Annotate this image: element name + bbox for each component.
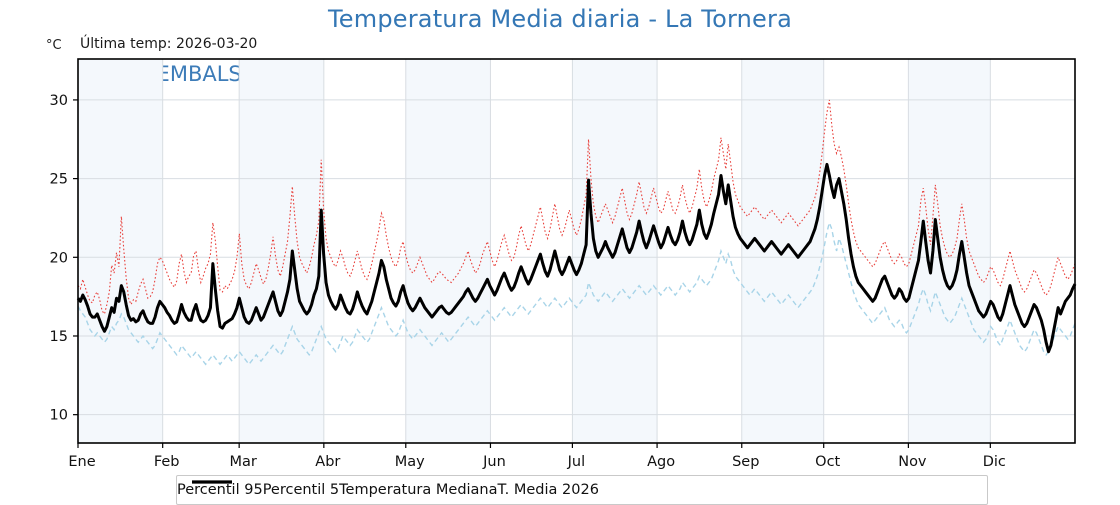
x-tick-label: Abr — [315, 454, 340, 470]
x-tick-label: Nov — [898, 454, 927, 470]
x-tick-label: Oct — [815, 454, 840, 470]
month-band — [78, 59, 163, 443]
y-tick-label: 25 — [50, 172, 68, 188]
x-tick-label: Ene — [68, 454, 95, 470]
y-tick-label: 10 — [50, 408, 68, 424]
series-line-median — [76, 162, 1077, 354]
legend-item-3[interactable]: T. Media 2026 — [192, 476, 599, 504]
x-tick-label: Jun — [482, 454, 506, 470]
legend-label: Percentil 5 — [262, 482, 340, 498]
x-tick-label: May — [395, 454, 425, 470]
month-band — [239, 59, 324, 443]
x-tick-label: Ago — [647, 454, 675, 470]
last-temp-label: Última temp: 2026-03-20 — [80, 36, 258, 52]
series-line — [77, 99, 1076, 316]
month-band — [405, 59, 491, 443]
x-tick-label: Jul — [567, 454, 586, 470]
page-title: Temperatura Media diaria - La Tornera — [328, 5, 792, 33]
x-tick-label: Mar — [229, 454, 256, 470]
y-axis-unit-label: °C — [46, 38, 62, 53]
x-tick-label: Sep — [732, 454, 759, 470]
y-tick-label: 30 — [50, 93, 68, 109]
legend-swatch — [192, 481, 232, 483]
x-tick-label: Feb — [154, 454, 180, 470]
legend-label: Percentil 95 — [177, 482, 263, 498]
plot-frame — [77, 58, 1076, 444]
x-tick-label: Dic — [983, 454, 1006, 470]
y-tick-label: 15 — [50, 329, 68, 345]
series-line — [77, 220, 1076, 366]
chart-legend: Percentil 95 Percentil 5 Temperatura Media… — [176, 475, 988, 505]
y-tick-label: 20 — [50, 250, 68, 266]
legend-label: Temperatura Mediana — [339, 482, 498, 498]
legend-label: T. Media 2026 — [497, 482, 599, 498]
month-band — [908, 59, 991, 443]
